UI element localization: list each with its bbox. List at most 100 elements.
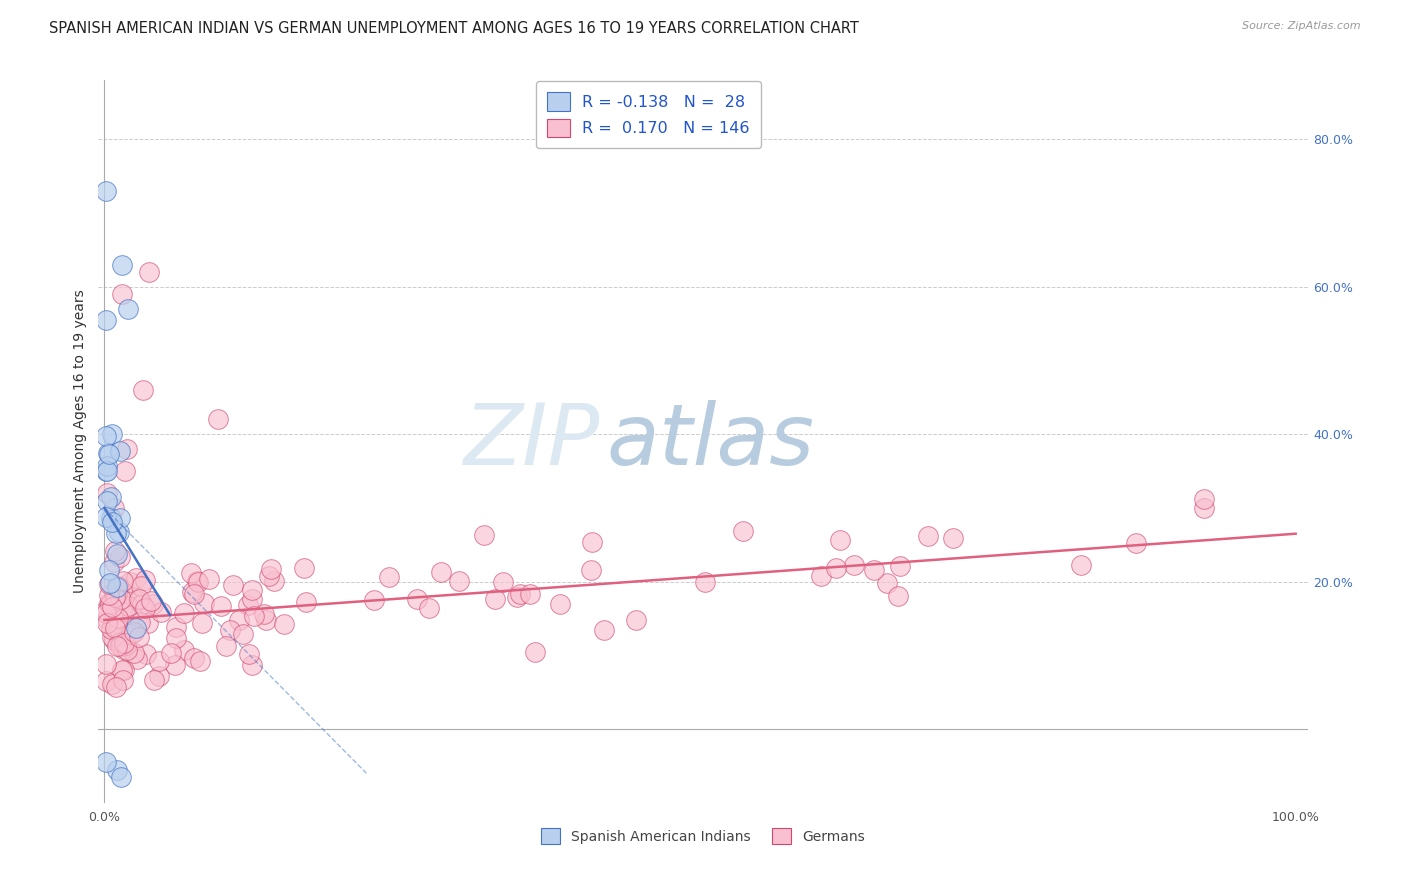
Point bbox=[115, 638, 138, 652]
Point bbox=[198, 572, 221, 586]
Point bbox=[105, 547, 128, 561]
Point bbox=[183, 587, 205, 601]
Point bbox=[110, 550, 132, 565]
Point bbox=[1125, 536, 1147, 550]
Point bbox=[449, 574, 471, 588]
Point bbox=[219, 623, 242, 637]
Point bbox=[260, 562, 283, 576]
Point bbox=[524, 645, 547, 659]
Point bbox=[110, 770, 132, 784]
Point bbox=[98, 597, 121, 611]
Point bbox=[581, 535, 603, 549]
Point bbox=[114, 585, 136, 599]
Point bbox=[114, 464, 136, 478]
Point bbox=[733, 524, 755, 539]
Point bbox=[100, 630, 122, 644]
Point bbox=[830, 533, 852, 547]
Point bbox=[105, 763, 128, 777]
Point bbox=[181, 585, 204, 599]
Text: SPANISH AMERICAN INDIAN VS GERMAN UNEMPLOYMENT AMONG AGES 16 TO 19 YEARS CORRELA: SPANISH AMERICAN INDIAN VS GERMAN UNEMPL… bbox=[49, 21, 859, 36]
Point bbox=[142, 673, 165, 687]
Point bbox=[121, 608, 143, 623]
Point bbox=[105, 580, 128, 594]
Point bbox=[97, 576, 120, 591]
Point bbox=[96, 459, 118, 474]
Point bbox=[509, 587, 531, 601]
Point bbox=[125, 620, 148, 634]
Point bbox=[131, 383, 153, 397]
Point bbox=[1192, 491, 1215, 506]
Point bbox=[134, 601, 156, 615]
Point bbox=[94, 184, 117, 198]
Y-axis label: Unemployment Among Ages 16 to 19 years: Unemployment Among Ages 16 to 19 years bbox=[73, 290, 87, 593]
Point bbox=[104, 590, 127, 604]
Point bbox=[193, 596, 215, 610]
Point bbox=[148, 668, 170, 682]
Point bbox=[110, 639, 132, 653]
Point bbox=[108, 444, 131, 458]
Point bbox=[94, 313, 117, 327]
Legend: Spanish American Indians, Germans: Spanish American Indians, Germans bbox=[536, 823, 870, 850]
Point bbox=[138, 265, 160, 279]
Point bbox=[98, 447, 121, 461]
Text: atlas: atlas bbox=[606, 400, 814, 483]
Point bbox=[127, 594, 149, 608]
Point bbox=[128, 615, 150, 629]
Point bbox=[124, 625, 146, 640]
Point bbox=[492, 574, 515, 589]
Point bbox=[240, 592, 263, 607]
Point bbox=[105, 639, 128, 653]
Point bbox=[862, 563, 884, 577]
Point bbox=[114, 639, 136, 653]
Point bbox=[165, 632, 187, 646]
Point bbox=[101, 599, 124, 614]
Point bbox=[120, 627, 142, 641]
Point bbox=[136, 616, 159, 631]
Point bbox=[180, 566, 202, 581]
Point bbox=[148, 655, 170, 669]
Point bbox=[117, 599, 139, 613]
Point bbox=[825, 560, 848, 574]
Point bbox=[188, 654, 211, 668]
Point bbox=[111, 574, 134, 588]
Point bbox=[191, 616, 214, 631]
Point bbox=[103, 500, 125, 515]
Point bbox=[94, 429, 117, 443]
Point bbox=[238, 647, 260, 661]
Point bbox=[97, 596, 120, 610]
Point bbox=[101, 427, 124, 442]
Point bbox=[253, 607, 276, 621]
Point bbox=[548, 597, 571, 611]
Point bbox=[378, 570, 401, 584]
Point bbox=[111, 605, 134, 619]
Point bbox=[110, 287, 132, 301]
Point bbox=[108, 525, 131, 540]
Point bbox=[110, 635, 132, 649]
Point bbox=[695, 574, 717, 589]
Point bbox=[104, 526, 127, 541]
Point bbox=[117, 442, 139, 456]
Point bbox=[292, 560, 315, 574]
Point bbox=[135, 647, 157, 661]
Point bbox=[165, 620, 187, 634]
Point bbox=[96, 486, 118, 500]
Point bbox=[97, 588, 120, 602]
Point bbox=[917, 529, 939, 543]
Point bbox=[127, 652, 149, 666]
Point bbox=[163, 657, 186, 672]
Point bbox=[240, 658, 263, 673]
Point bbox=[96, 445, 118, 459]
Point bbox=[96, 493, 118, 508]
Point bbox=[107, 579, 129, 593]
Point bbox=[506, 591, 529, 605]
Point bbox=[118, 574, 141, 589]
Point bbox=[94, 509, 117, 524]
Point bbox=[94, 464, 117, 478]
Point bbox=[94, 657, 117, 671]
Point bbox=[100, 622, 122, 636]
Point bbox=[105, 680, 128, 694]
Point bbox=[101, 677, 124, 691]
Point bbox=[96, 464, 118, 478]
Point bbox=[363, 592, 385, 607]
Point bbox=[104, 621, 127, 635]
